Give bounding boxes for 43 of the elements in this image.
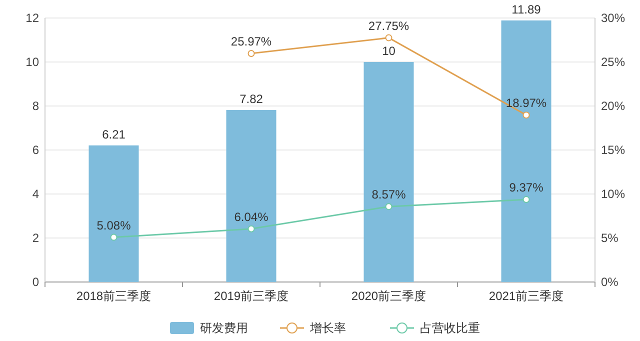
x-tick-label: 2020前三季度 xyxy=(351,289,426,303)
data-label: 18.97% xyxy=(506,96,547,110)
point xyxy=(385,34,392,42)
data-label: 6.21 xyxy=(102,127,126,142)
x-tick-label: 2018前三季度 xyxy=(76,289,152,303)
y-tick-label: 0 xyxy=(32,275,40,289)
legend-label: 增长率 xyxy=(309,321,346,335)
y-tick-label: 4 xyxy=(32,187,40,201)
bar xyxy=(88,145,139,282)
y-tick-label: 10 xyxy=(26,55,40,69)
bar xyxy=(226,110,276,282)
data-label: 10 xyxy=(382,44,396,58)
x-tick-label: 2021前三季度 xyxy=(488,289,564,303)
bar xyxy=(501,20,552,282)
y-tick-label: 2 xyxy=(32,231,40,245)
data-label: 6.04% xyxy=(234,210,269,224)
data-label: 25.97% xyxy=(230,34,272,48)
y2-tick-label: 15% xyxy=(601,143,626,157)
y-tick-label: 6 xyxy=(32,143,40,157)
point xyxy=(385,203,392,210)
y2-tick-label: 20% xyxy=(601,99,626,113)
y2-tick-label: 30% xyxy=(601,11,626,25)
point xyxy=(522,112,530,119)
point xyxy=(248,50,255,57)
y2-tick-label: 10% xyxy=(601,187,626,201)
data-label: 11.89 xyxy=(512,2,542,16)
y2-tick-label: 5% xyxy=(601,231,619,245)
legend-label: 研发费用 xyxy=(200,321,248,335)
y2-tick-label: 0% xyxy=(601,275,619,289)
data-label: 7.82 xyxy=(240,92,264,106)
point xyxy=(248,225,255,232)
bar xyxy=(364,62,414,282)
y-tick-label: 12 xyxy=(26,11,40,25)
data-label: 8.57% xyxy=(372,188,406,202)
y-tick-label: 8 xyxy=(32,99,40,113)
y2-tick-label: 25% xyxy=(601,55,626,69)
x-tick-label: 2019前三季度 xyxy=(214,289,289,303)
data-label: 9.37% xyxy=(509,180,544,195)
point xyxy=(522,196,530,204)
data-label: 5.08% xyxy=(96,218,132,232)
data-label: 27.75% xyxy=(368,18,410,33)
point xyxy=(110,234,118,241)
legend-label: 占营收比重 xyxy=(420,321,480,335)
